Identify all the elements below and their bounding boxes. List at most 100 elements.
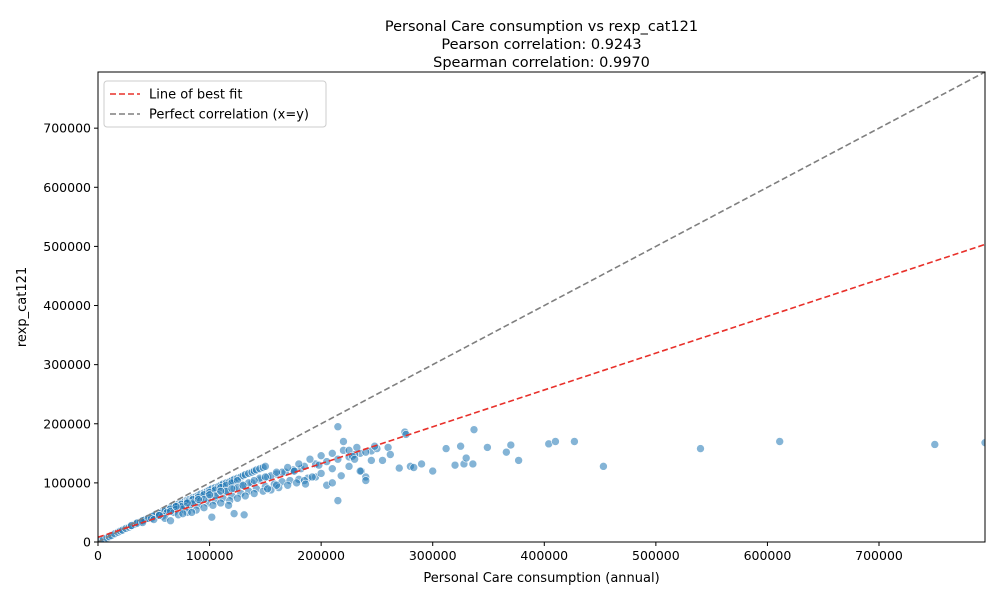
data-point <box>178 509 188 518</box>
x-tick-label: 400000 <box>520 548 568 563</box>
y-tick-label: 100000 <box>43 475 91 490</box>
data-point <box>409 463 419 472</box>
data-point <box>327 464 337 473</box>
legend-label-perfect-correlation: Perfect correlation (x=y) <box>149 108 309 123</box>
x-axis: 0 100000 200000 300000 400000 500000 600000 700… <box>94 542 903 563</box>
data-point <box>551 437 560 446</box>
plot-area <box>98 72 985 542</box>
perfect-correlation-line <box>98 72 985 542</box>
data-point <box>194 495 203 504</box>
data-point <box>272 480 281 490</box>
data-point <box>599 462 608 471</box>
data-point <box>355 466 365 476</box>
data-point <box>227 484 237 494</box>
data-point <box>316 451 326 460</box>
data-point <box>249 489 259 498</box>
data-point <box>166 516 175 526</box>
x-tick-label: 200000 <box>297 548 345 563</box>
y-tick-label: 500000 <box>43 239 91 254</box>
data-point <box>294 459 304 469</box>
data-point <box>199 503 209 513</box>
data-point <box>333 496 343 505</box>
data-point <box>301 479 310 489</box>
data-point <box>350 454 359 464</box>
data-point <box>450 460 460 470</box>
data-point <box>506 440 516 450</box>
data-point <box>171 502 181 511</box>
y-axis-label: rexp_cat121 <box>15 267 30 347</box>
data-point <box>367 456 376 465</box>
data-point <box>417 459 426 469</box>
y-tick-label: 700000 <box>43 121 91 136</box>
x-tick-label: 0 <box>94 548 102 563</box>
data-point <box>339 437 348 446</box>
data-point <box>394 463 404 473</box>
data-point <box>305 454 315 464</box>
plot-inner <box>98 72 985 542</box>
data-point <box>233 493 242 503</box>
data-point <box>327 478 337 488</box>
data-point <box>469 425 479 434</box>
data-point <box>930 440 940 449</box>
data-point <box>216 486 226 496</box>
data-point <box>239 510 249 520</box>
data-point <box>283 463 292 472</box>
y-tick-label: 300000 <box>43 357 91 372</box>
title-line-2: Pearson correlation: 0.9243 <box>441 37 641 53</box>
x-tick-label: 300000 <box>409 548 457 563</box>
data-point <box>229 509 239 518</box>
data-point <box>344 462 354 471</box>
data-point <box>378 456 387 465</box>
data-point <box>208 501 218 510</box>
data-point <box>333 422 343 432</box>
data-point <box>261 462 270 471</box>
data-point <box>383 443 393 452</box>
data-point <box>502 447 511 457</box>
legend-box <box>103 80 327 128</box>
data-point <box>570 437 579 446</box>
data-point <box>205 490 214 500</box>
data-point <box>316 469 326 478</box>
chart-title: Personal Care consumption vs rexp_cat121… <box>385 19 698 71</box>
data-point <box>307 472 317 482</box>
legend: Line of best fit Perfect correlation (x=… <box>103 80 327 128</box>
data-point <box>322 457 332 466</box>
legend-label-best-fit: Line of best fit <box>149 88 242 103</box>
title-line-1: Personal Care consumption vs rexp_cat121 <box>385 19 698 35</box>
data-point <box>468 459 478 469</box>
y-tick-label: 400000 <box>43 298 91 313</box>
data-point <box>327 449 337 458</box>
x-tick-label: 600000 <box>744 548 792 563</box>
data-point <box>283 480 292 490</box>
data-point <box>386 450 395 459</box>
data-point <box>696 444 705 453</box>
x-tick-label: 500000 <box>632 548 680 563</box>
data-point <box>292 478 301 488</box>
data-point <box>775 437 785 446</box>
data-point <box>224 501 233 510</box>
data-point <box>263 484 272 494</box>
x-axis-label: Personal Care consumption (annual) <box>423 571 659 586</box>
x-tick-label: 100000 <box>186 548 234 563</box>
data-point <box>187 508 197 517</box>
data-point <box>361 476 371 485</box>
data-point <box>216 498 226 508</box>
data-point <box>483 443 492 452</box>
axes-frame <box>97 71 986 543</box>
data-point <box>514 456 523 465</box>
y-tick-label: 200000 <box>43 416 91 431</box>
best-fit-line <box>98 243 985 539</box>
data-point <box>428 466 438 476</box>
y-tick-label: 600000 <box>43 180 91 195</box>
title-line-3: Spearman correlation: 0.9970 <box>433 55 650 71</box>
data-point <box>461 453 471 463</box>
data-point <box>249 476 259 485</box>
data-point <box>207 512 217 522</box>
y-tick-label: 0 <box>83 535 91 550</box>
data-point <box>182 498 192 508</box>
data-point <box>272 467 281 477</box>
data-point <box>336 471 346 481</box>
data-point <box>238 480 248 490</box>
x-tick-label: 700000 <box>855 548 903 563</box>
